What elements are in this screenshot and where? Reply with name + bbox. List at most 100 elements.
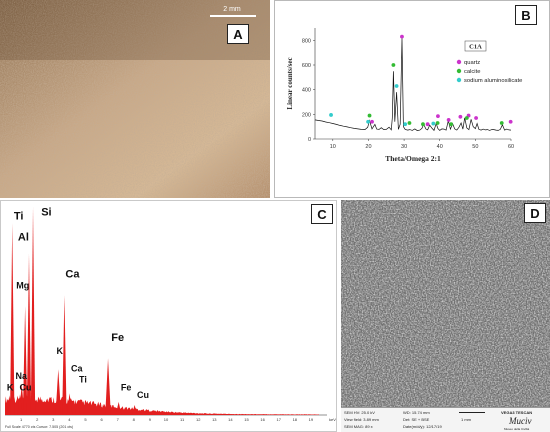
sample-tag-box <box>464 40 487 52</box>
element-label-Na: Na <box>15 371 27 381</box>
eds-peak-Cu <box>17 394 23 415</box>
y-tick-label: 0 <box>308 137 311 143</box>
legend-label-sodium-aluminosilicate: sodium aluminosilicate <box>464 78 522 84</box>
eds-x-tick-label: 3 <box>52 417 55 422</box>
sem-scale-label: 1 mm <box>461 417 471 422</box>
eds-peak-Ti <box>74 400 81 415</box>
sem-micrograph <box>341 200 550 407</box>
eds-panel-c: 1 2 3 4 5 6 7 8 9 10 11 12 13 14 15 16 17 18 19 keV Full Sca… <box>0 200 337 432</box>
sem-panel-d: SEM HV: 25.0 kV View field: 3.89 mm SEM … <box>341 200 550 432</box>
xrd-pattern-line <box>314 38 512 132</box>
scale-bar <box>210 15 256 17</box>
x-tick-label: 50 <box>472 144 478 150</box>
eds-x-tick-label: 2 <box>36 417 39 422</box>
eds-x-tick-label: 14 <box>228 417 233 422</box>
eds-x-tick-label: 13 <box>212 417 217 422</box>
eds-peak-Fe <box>105 358 111 415</box>
eds-x-tick-label: 1 <box>20 417 23 422</box>
sem-scale-bar <box>459 412 485 413</box>
eds-peak-Al <box>26 253 32 415</box>
y-tick-label: 200 <box>302 112 311 118</box>
panel-label-b: B <box>515 5 537 25</box>
element-label-Ti: Ti <box>14 211 24 223</box>
muciv-logo: Muciv <box>509 416 532 426</box>
phase-marker-sodium-aluminosilicate <box>431 121 436 126</box>
element-label-Fe: Fe <box>111 332 124 344</box>
element-label-Ti: Ti <box>79 374 87 384</box>
eds-peak-Mg <box>22 305 28 415</box>
xrd-panel-b: 0 200 400 600 800 10 20 30 40 50 60 Linear counts/s… <box>274 0 550 198</box>
xrd-chart: 0 200 400 600 800 10 20 30 40 50 60 Linear counts/s… <box>286 28 522 163</box>
eds-peak-Ca <box>62 295 67 415</box>
phase-marker-calcite <box>367 113 372 118</box>
legend-label-calcite: calcite <box>464 69 480 75</box>
eds-x-tick-label: 8 <box>133 417 136 422</box>
phase-marker-quartz <box>508 119 513 124</box>
sem-detector: Det: SE + BSE <box>403 417 430 422</box>
eds-x-tick-label: 11 <box>180 417 185 422</box>
x-tick-label: 30 <box>401 144 407 150</box>
legend-marker-quartz <box>456 59 462 65</box>
phase-marker-sodium-aluminosilicate <box>394 84 399 88</box>
photo-panel-a: 2 mm A <box>0 0 270 198</box>
element-label-K: K <box>7 383 14 393</box>
eds-x-tick-label: 10 <box>164 417 169 422</box>
sample-tag: C1A <box>469 44 482 51</box>
eds-x-tick-label: 4 <box>68 417 71 422</box>
eds-peak-K <box>55 369 62 415</box>
phase-marker-calcite <box>435 121 440 125</box>
y-tick-label: 600 <box>302 63 311 69</box>
x-tick-label: 10 <box>330 144 336 150</box>
phase-marker-quartz <box>425 122 430 127</box>
y-axis-title: Linear counts/sec <box>286 57 294 109</box>
y-tick-label: 800 <box>302 38 311 44</box>
eds-x-tick-label: 19 <box>309 417 314 422</box>
panel-label-a: A <box>227 24 249 44</box>
phase-marker-calcite <box>407 121 412 125</box>
eds-x-tick-label: 12 <box>196 417 201 422</box>
element-label-Al: Al <box>18 232 29 244</box>
eds-x-tick-label: 15 <box>244 417 249 422</box>
legend-marker-sodium-aluminosilicate <box>456 77 462 83</box>
eds-peak-Ca <box>66 393 73 415</box>
phase-marker-calcite <box>421 122 425 127</box>
eds-x-tick-label: 18 <box>293 417 298 422</box>
element-label-Si: Si <box>41 207 51 219</box>
phase-marker-quartz <box>436 114 440 119</box>
phase-marker-quartz <box>370 119 374 124</box>
eds-x-tick-label: 5 <box>84 417 87 422</box>
legend-marker-calcite <box>456 68 462 74</box>
sample-photo <box>0 0 270 198</box>
phase-marker-sodium-aluminosilicate <box>403 122 408 127</box>
x-tick-label: 20 <box>365 144 371 150</box>
eds-x-tick-label: 7 <box>117 417 120 422</box>
muciv-logo-sub: Museo della Civiltà <box>504 427 530 431</box>
eds-x-tick-label: 9 <box>149 417 152 422</box>
phase-marker-sodium-aluminosilicate <box>366 119 370 124</box>
eds-x-tick-label: 6 <box>100 417 103 422</box>
eds-peak-Ti <box>10 223 15 415</box>
y-tick-label: 400 <box>302 88 311 94</box>
panel-label-d: D <box>524 203 546 223</box>
sem-view-field: View field: 3.89 mm <box>344 417 379 422</box>
eds-x-tick-label: 16 <box>260 417 265 422</box>
x-tick-label: 40 <box>437 144 443 150</box>
phase-marker-calcite <box>464 116 469 120</box>
sem-hv: SEM HV: 25.0 kV <box>344 410 375 415</box>
element-label-Ca: Ca <box>65 269 80 281</box>
sem-mag: SEM MAG: 89 x <box>344 424 373 429</box>
element-label-Fe: Fe <box>121 383 132 393</box>
eds-x-unit: keV <box>329 417 336 422</box>
element-label-Cu: Cu <box>19 383 31 393</box>
phase-marker-quartz <box>458 114 463 119</box>
eds-x-tick-label: 17 <box>276 417 281 422</box>
legend-label-quartz: quartz <box>464 60 480 66</box>
element-label-K: K <box>57 346 64 356</box>
eds-peak-Fe <box>115 401 122 415</box>
sem-date: Date(m/d/y): 12/17/19 <box>403 424 442 429</box>
phase-marker-calcite <box>391 63 396 67</box>
eds-peak-Si <box>30 207 36 415</box>
sem-brand: VEGA3 TESCAN <box>501 410 533 415</box>
sem-wd: WD: 15.74 mm <box>403 410 430 415</box>
